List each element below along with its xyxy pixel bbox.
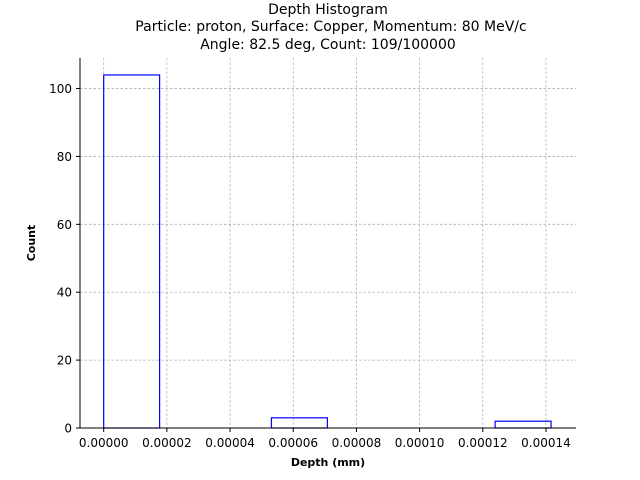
y-tick-label: 100 — [49, 82, 72, 96]
histogram-bar-3 — [270, 417, 328, 429]
x-tick-label: 0.00014 — [521, 436, 571, 450]
x-tick-label: 0.00010 — [395, 436, 445, 450]
axes — [79, 58, 576, 429]
x-tick-label: 0.00012 — [458, 436, 508, 450]
histogram-bars — [103, 74, 552, 429]
x-tick-label: 0.00000 — [79, 436, 129, 450]
y-tick-label: 40 — [57, 286, 72, 300]
x-tick-label: 0.00006 — [268, 436, 318, 450]
y-tick-label: 60 — [57, 218, 72, 232]
y-tick-label: 20 — [57, 354, 72, 368]
y-axis-label: Count — [25, 225, 38, 262]
x-axis-label: Depth (mm) — [291, 456, 365, 469]
chart-subtitle-line-2: Angle: 82.5 deg, Count: 109/100000 — [200, 37, 456, 53]
histogram-bar-7 — [494, 420, 552, 429]
tick-marks-and-labels: 0.00000 0.00002 0.00004 0.00006 0.00008 0.000… — [49, 82, 571, 450]
histogram-bar-0 — [103, 74, 161, 429]
y-tick-label: 80 — [57, 150, 72, 164]
chart-title-block: Depth Histogram Particle: proton, Surfac… — [135, 2, 526, 53]
grid-lines — [80, 58, 576, 429]
x-tick-label: 0.00002 — [142, 436, 192, 450]
x-tick-label: 0.00004 — [205, 436, 255, 450]
x-tick-label: 0.00008 — [332, 436, 382, 450]
chart-subtitle-line-1: Particle: proton, Surface: Copper, Momen… — [135, 19, 526, 35]
chart-title: Depth Histogram — [268, 2, 388, 18]
y-tick-label: 0 — [64, 422, 72, 436]
